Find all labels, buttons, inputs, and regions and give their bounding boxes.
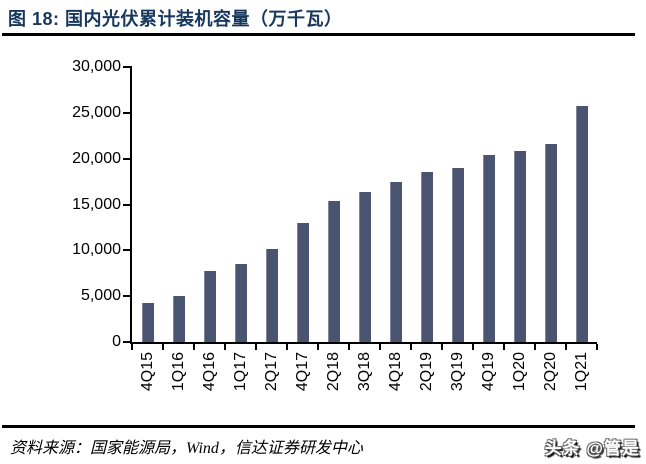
x-axis-tick — [596, 344, 598, 350]
y-axis-tick — [123, 111, 130, 114]
bar-4Q16 — [203, 271, 216, 342]
x-axis-line — [130, 342, 597, 344]
bar-2Q19 — [420, 171, 433, 342]
x-axis-tick — [162, 344, 164, 350]
y-axis-label: 25,000 — [72, 103, 121, 121]
y-axis-label: 20,000 — [72, 149, 121, 167]
y-axis-tick — [123, 341, 130, 343]
bar-2Q20 — [544, 144, 557, 342]
y-axis-tick — [123, 295, 130, 298]
x-axis-label: 4Q17 — [293, 352, 311, 392]
y-axis-tick — [123, 66, 130, 68]
x-axis-label: 4Q15 — [138, 352, 156, 392]
source-note: 资料来源：国家能源局，Wind，信达证券研发中心 — [10, 440, 363, 457]
bar-4Q17 — [296, 222, 309, 342]
bar-4Q19 — [482, 155, 495, 342]
x-axis-label: 2Q18 — [324, 352, 342, 392]
bar-3Q18 — [358, 191, 371, 342]
bar-1Q21 — [575, 105, 588, 342]
y-axis-tick — [123, 249, 130, 252]
x-axis-label: 3Q19 — [448, 352, 466, 392]
bar-2Q17 — [265, 248, 278, 342]
y-axis-label: 5,000 — [80, 287, 121, 305]
x-axis-tick — [255, 344, 257, 350]
x-axis-tick — [503, 344, 505, 350]
bar-4Q15 — [141, 302, 154, 342]
x-axis-tick — [131, 344, 133, 350]
x-axis-tick — [565, 344, 567, 350]
x-axis-label: 4Q18 — [386, 352, 404, 392]
x-axis-tick — [224, 344, 226, 350]
x-axis-tick — [193, 344, 195, 350]
x-axis-label: 1Q16 — [169, 352, 187, 392]
bar-1Q20 — [513, 151, 526, 342]
x-axis-tick — [472, 344, 474, 350]
x-axis-tick — [534, 344, 536, 350]
y-axis-line — [130, 66, 132, 344]
x-axis-tick — [410, 344, 412, 350]
bar-1Q16 — [172, 296, 185, 342]
y-axis-label: 10,000 — [72, 241, 121, 259]
bar-3Q19 — [451, 167, 464, 342]
x-axis-label: 4Q19 — [479, 352, 497, 392]
bar-4Q18 — [389, 181, 402, 342]
x-axis-label: 1Q20 — [510, 352, 528, 392]
x-axis-tick — [317, 344, 319, 350]
x-axis-tick — [348, 344, 350, 350]
x-axis-label: 1Q17 — [231, 352, 249, 392]
bar-2Q18 — [327, 200, 340, 342]
y-axis-tick — [123, 157, 130, 160]
x-axis-label: 2Q20 — [541, 352, 559, 392]
x-axis-label: 2Q19 — [417, 352, 435, 392]
title-underline-rule — [2, 33, 635, 36]
bar-1Q17 — [234, 264, 247, 342]
x-axis-label: 4Q16 — [200, 352, 218, 392]
x-axis-tick — [286, 344, 288, 350]
y-axis-label: 30,000 — [72, 58, 121, 75]
x-axis-tick — [441, 344, 443, 350]
watermark: 头条 @管是 — [544, 439, 640, 458]
x-axis-label: 2Q17 — [262, 352, 280, 392]
x-axis-label: 3Q18 — [355, 352, 373, 392]
x-axis-label: 1Q21 — [572, 352, 590, 392]
figure-title: 图 18: 国内光伏累计装机容量（万千瓦） — [8, 9, 343, 29]
y-axis-label: 0 — [112, 333, 121, 350]
x-axis-tick — [379, 344, 381, 350]
y-axis-label: 15,000 — [72, 195, 121, 213]
y-axis-tick — [123, 203, 130, 206]
footer-rule — [2, 425, 635, 428]
